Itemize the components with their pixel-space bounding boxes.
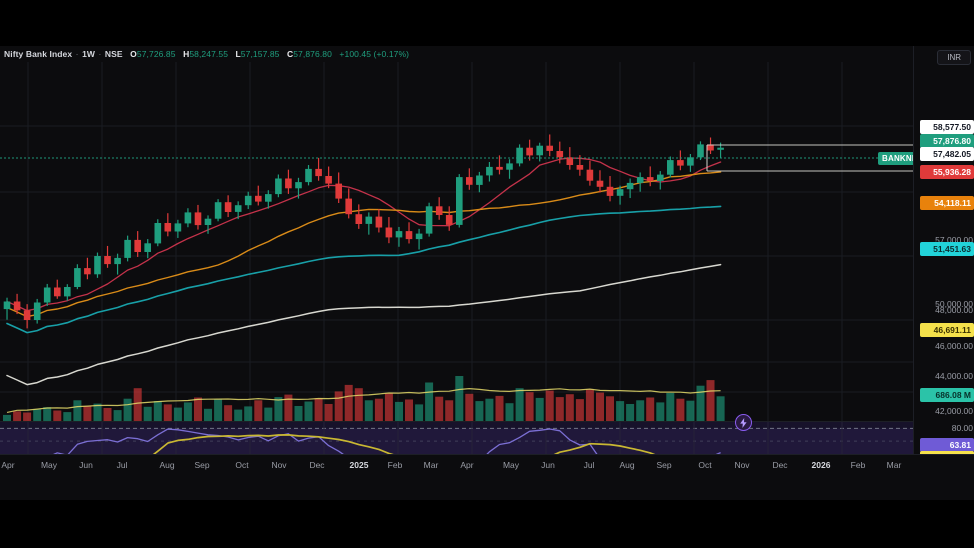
time-axis-month-label: Sep (656, 460, 672, 470)
time-axis-month-label: Dec (772, 460, 788, 470)
price-axis-tick: 48,000.00 (935, 305, 973, 315)
currency-badge[interactable]: INR (937, 50, 971, 65)
time-axis-month-label: Jul (583, 460, 595, 470)
time-axis-month-label: Feb (387, 460, 403, 470)
chart-legend[interactable]: Nifty Bank Index · 1W · NSE O57,726.85 H… (0, 46, 974, 62)
legend-high-value: 58,247.55 (189, 49, 229, 59)
chart-window: Nifty Bank Index · 1W · NSE O57,726.85 H… (0, 46, 974, 500)
price-axis-value-tag[interactable]: 63.81 (920, 438, 974, 452)
letterbox-top (0, 0, 974, 46)
time-axis-month-label: Feb (850, 460, 866, 470)
price-axis-value-tag[interactable]: 686.08 M (920, 388, 974, 402)
time-axis-month-label: Apr (460, 460, 474, 470)
price-axis[interactable]: INR 57,000.00 50,000.00 48,000.00 46,000.00… (913, 46, 974, 500)
price-pane[interactable] (0, 61, 913, 436)
legend-separator-2: · (98, 49, 102, 59)
legend-high-key: H (183, 49, 190, 59)
price-axis-value-tag[interactable]: 57,482.05 (920, 147, 974, 161)
price-axis-value-tag[interactable]: 55,936.28 (920, 165, 974, 179)
price-axis-tick: 44,000.00 (935, 371, 973, 381)
moving-average-lines (6, 157, 722, 386)
time-axis-month-label: Jul (116, 460, 128, 470)
legend-low-value: 57,157.85 (240, 49, 280, 59)
price-axis-value-tag[interactable]: 58,577.50 (920, 120, 974, 134)
legend-change: +100.45 (+0.17%) (339, 49, 410, 59)
time-axis-month-label: Jun (79, 460, 93, 470)
lightning-icon[interactable] (735, 414, 752, 431)
price-axis-value-tag[interactable]: 54,118.11 (920, 196, 974, 210)
price-axis-value-tag[interactable]: 57,876.80 (920, 134, 974, 148)
price-level-lines (0, 144, 913, 172)
time-axis-month-label: Mar (423, 460, 439, 470)
time-axis-month-label: Apr (1, 460, 15, 470)
legend-close-value: 57,876.80 (293, 49, 332, 59)
time-axis-month-label: May (40, 460, 58, 470)
time-axis-month-label: Aug (159, 460, 175, 470)
pane-divider[interactable] (0, 421, 913, 422)
price-axis-tick: 50,000.00 (935, 299, 973, 309)
price-axis-tick: 57,000.00 (935, 235, 973, 245)
legend-close-key: C (286, 49, 294, 59)
legend-timeframe[interactable]: 1W (82, 49, 96, 59)
time-axis-year-label: 2026 (811, 460, 831, 470)
time-axis-month-label: Mar (886, 460, 902, 470)
price-axis-value-tag[interactable]: 46,691.11 (920, 323, 974, 337)
time-axis-month-label: Oct (235, 460, 249, 470)
time-axis-month-label: May (502, 460, 520, 470)
time-axis-month-label: Oct (698, 460, 712, 470)
legend-symbol[interactable]: Nifty Bank Index (4, 49, 73, 59)
time-axis-month-label: Nov (271, 460, 287, 470)
price-axis-value-tag[interactable]: 51,451.63 (920, 242, 974, 256)
time-axis-month-label: Sep (194, 460, 210, 470)
legend-separator-1: · (75, 49, 79, 59)
legend-open-key: O (130, 49, 137, 59)
legend-open-value: 57,726.85 (136, 49, 176, 59)
legend-low-key: L (235, 49, 241, 59)
price-gridlines (0, 61, 913, 428)
time-axis-year-label: 2025 (349, 460, 369, 470)
legend-exchange[interactable]: NSE (104, 49, 123, 59)
rsi-axis-tick: 80.00 (951, 423, 973, 433)
time-axis[interactable]: Apr May Jun Jul Aug Sep Oct Nov Dec 2025 Feb Mar Apr… (0, 454, 974, 501)
price-axis-tick: 42,000.00 (935, 406, 973, 416)
letterbox-bottom (0, 500, 974, 548)
candlestick-series (3, 134, 724, 329)
time-axis-month-label: Jun (541, 460, 555, 470)
lightning-glyph (740, 417, 747, 428)
price-axis-tick: 46,000.00 (935, 341, 973, 351)
time-axis-month-label: Dec (309, 460, 325, 470)
time-axis-month-label: Nov (734, 460, 750, 470)
time-axis-month-label: Aug (619, 460, 635, 470)
